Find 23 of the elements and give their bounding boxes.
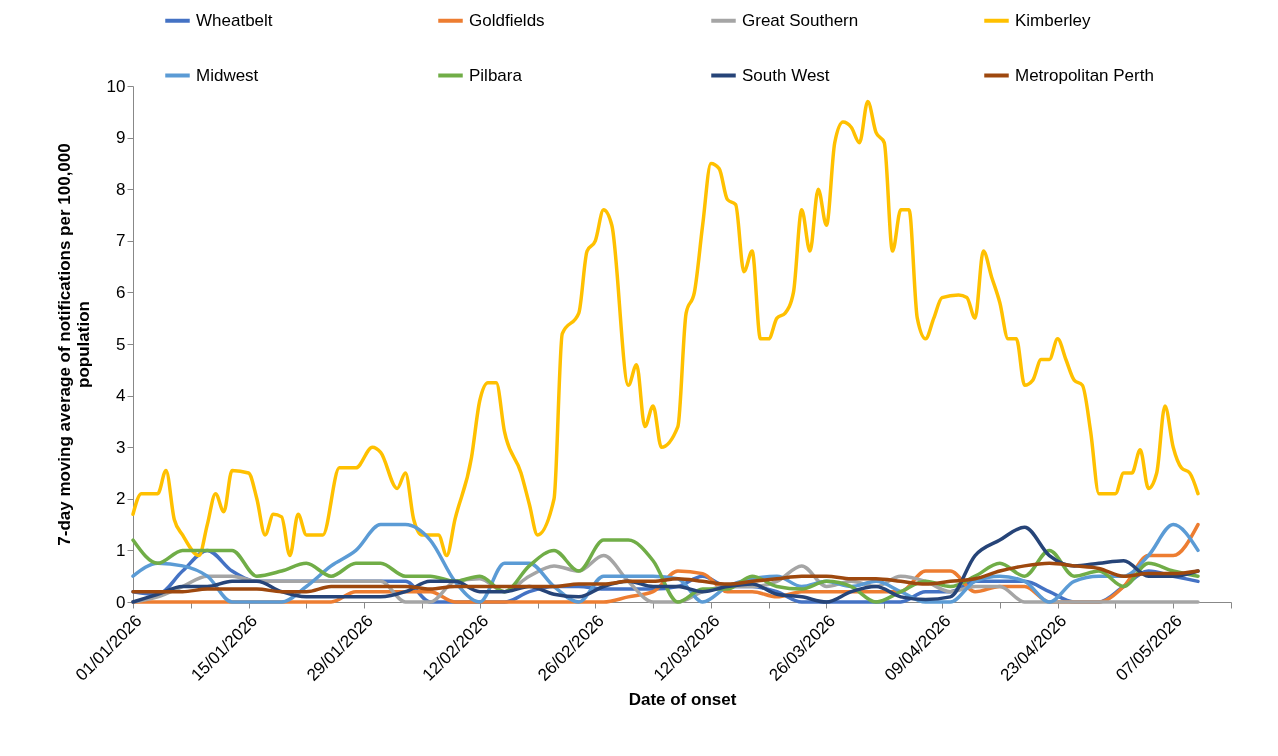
y-tick-label: 0 bbox=[116, 592, 126, 612]
legend-label: Great Southern bbox=[742, 10, 859, 30]
legend-label: Kimberley bbox=[1015, 10, 1092, 30]
y-tick-label: 6 bbox=[116, 282, 126, 302]
line-series bbox=[131, 561, 1200, 594]
y-tick-label: 8 bbox=[116, 179, 126, 199]
legend-label: Midwest bbox=[196, 65, 259, 85]
legend-label: South West bbox=[742, 65, 830, 85]
y-axis-title: 7-day moving average of notifications per 100,000 population bbox=[54, 143, 93, 546]
legend-label: Metropolitan Perth bbox=[1015, 65, 1154, 85]
y-tick-label: 10 bbox=[106, 76, 126, 96]
y-tick-label: 9 bbox=[116, 128, 126, 148]
x-axis-title: Date of onset bbox=[628, 689, 737, 709]
legend-label: Wheatbelt bbox=[196, 10, 273, 30]
y-tick-label: 4 bbox=[116, 386, 126, 406]
y-tick-label: 3 bbox=[116, 437, 126, 457]
line-series bbox=[131, 99, 1200, 558]
legend-label: Goldfields bbox=[469, 10, 545, 30]
y-tick-label: 2 bbox=[116, 489, 126, 509]
legend-label: Pilbara bbox=[469, 65, 523, 85]
y-tick-label: 5 bbox=[116, 334, 126, 354]
y-tick-label: 1 bbox=[116, 540, 126, 560]
y-tick-label: 7 bbox=[116, 231, 126, 251]
